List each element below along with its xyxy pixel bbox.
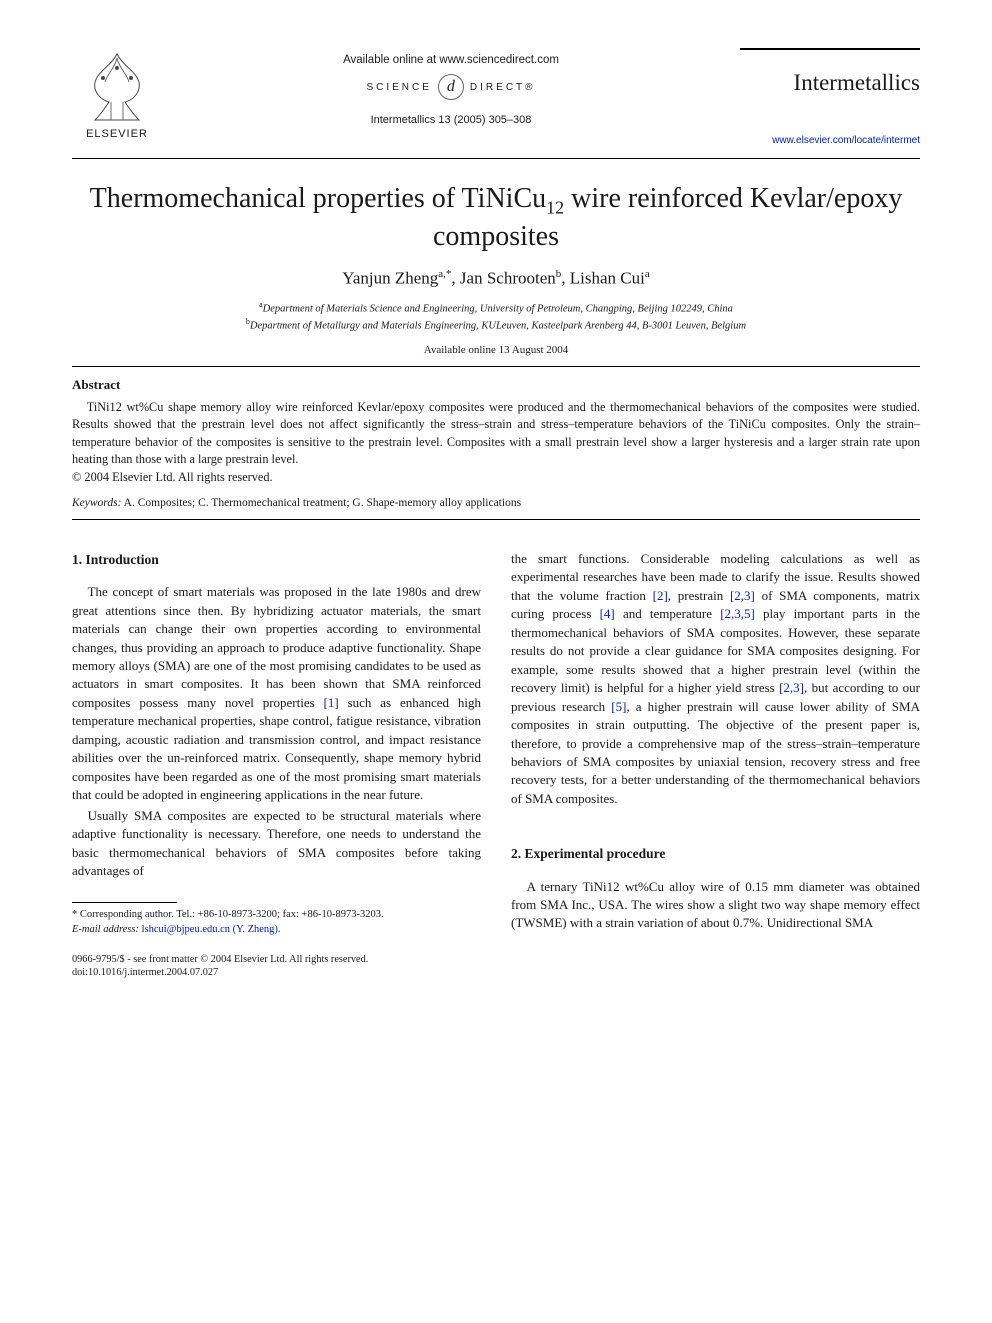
footnote-corr: * Corresponding author. Tel.: +86-10-897… [72,908,481,922]
intro-paragraph-2: Usually SMA composites are expected to b… [72,807,481,881]
column-right: the smart functions. Considerable modeli… [511,550,920,937]
abstract-copyright: © 2004 Elsevier Ltd. All rights reserved… [72,470,920,485]
author-1: Yanjun Zheng [342,269,438,288]
keywords-line: Keywords: A. Composites; C. Thermomechan… [72,497,920,509]
doi-line: doi:10.1016/j.intermet.2004.07.027 [72,966,920,979]
sd-text-left: SCIENCE [366,82,431,93]
c2-seg-d: and temperature [615,606,720,621]
publisher-name: ELSEVIER [72,128,162,140]
affiliation-b: bDepartment of Metallurgy and Materials … [72,316,920,334]
center-header: Available online at www.sciencedirect.co… [162,48,740,126]
keywords-label: Keywords: [72,497,121,509]
author-list: Yanjun Zhenga,*, Jan Schrootenb, Lishan … [72,268,920,289]
elsevier-tree-icon [81,48,153,126]
c2-seg-g: , a higher prestrain will cause lower ab… [511,699,920,806]
citation-4[interactable]: [4] [600,606,615,621]
experimental-paragraph-1: A ternary TiNi12 wt%Cu alloy wire of 0.1… [511,878,920,933]
divider-below-keywords [72,519,920,520]
abstract-body: TiNi12 wt%Cu shape memory alloy wire rei… [72,399,920,468]
citation-2-3-b[interactable]: [2,3] [779,680,804,695]
publisher-logo-block: ELSEVIER [72,48,162,140]
c2-seg-b: , prestrain [668,588,730,603]
affil-a-text: Department of Materials Science and Engi… [263,303,733,314]
author-1-affil: a,* [438,268,451,280]
footnote-email-line: E-mail address: lshcui@bjpeu.edu.cn (Y. … [72,923,481,937]
citation-5[interactable]: [5] [611,699,626,714]
section-2-heading: 2. Experimental procedure [511,844,920,863]
title-subscript: 12 [546,198,564,218]
divider-above-abstract [72,366,920,367]
page-header: ELSEVIER Available online at www.science… [72,48,920,148]
affiliation-a: aDepartment of Materials Science and Eng… [72,299,920,317]
journal-citation: Intermetallics 13 (2005) 305–308 [162,114,740,126]
available-online-date: Available online 13 August 2004 [72,344,920,356]
email-label: E-mail address: [72,924,139,935]
author-sep-1: , Jan Schrooten [451,269,555,288]
sciencedirect-logo: SCIENCE d DIRECT® [366,74,535,100]
section-1-heading: 1. Introduction [72,550,481,569]
keywords-text: A. Composites; C. Thermomechanical treat… [121,497,521,509]
author-sep-2: , Lishan Cui [561,269,645,288]
abstract-heading: Abstract [72,377,920,393]
intro-p1-seg-b: such as enhanced high temperature mechan… [72,695,481,802]
email-address[interactable]: lshcui@bjpeu.edu.cn (Y. Zheng). [139,924,281,935]
journal-brand-block: Intermetallics www.elsevier.com/locate/i… [740,48,920,148]
intro-continuation: the smart functions. Considerable modeli… [511,550,920,808]
article-title: Thermomechanical properties of TiNiCu12 … [72,181,920,254]
front-matter-footer: 0966-9795/$ - see front matter © 2004 El… [72,953,920,980]
journal-name: Intermetallics [740,70,920,96]
available-online-text: Available online at www.sciencedirect.co… [162,54,740,66]
sd-swish-icon: d [438,74,464,100]
citation-1[interactable]: [1] [324,695,339,710]
affiliations: aDepartment of Materials Science and Eng… [72,299,920,334]
journal-url-link[interactable]: www.elsevier.com/locate/intermet [772,135,920,146]
intro-p1-seg-a: The concept of smart materials was propo… [72,584,481,710]
citation-2-3-a[interactable]: [2,3] [730,588,755,603]
corresponding-author-footnote: * Corresponding author. Tel.: +86-10-897… [72,908,481,936]
column-left: 1. Introduction The concept of smart mat… [72,550,481,937]
affil-b-text: Department of Metallurgy and Materials E… [250,321,746,332]
citation-2-3-5[interactable]: [2,3,5] [720,606,755,621]
sd-text-right: DIRECT® [470,82,536,93]
citation-2[interactable]: [2] [653,588,668,603]
author-3-affil: a [645,268,650,280]
title-part-1: Thermomechanical properties of TiNiCu [90,183,546,214]
brand-rule [740,48,920,50]
footnote-separator [72,902,177,903]
intro-paragraph-1: The concept of smart materials was propo… [72,583,481,804]
issn-copyright: 0966-9795/$ - see front matter © 2004 El… [72,953,920,966]
body-columns: 1. Introduction The concept of smart mat… [72,550,920,937]
divider-top [72,158,920,159]
